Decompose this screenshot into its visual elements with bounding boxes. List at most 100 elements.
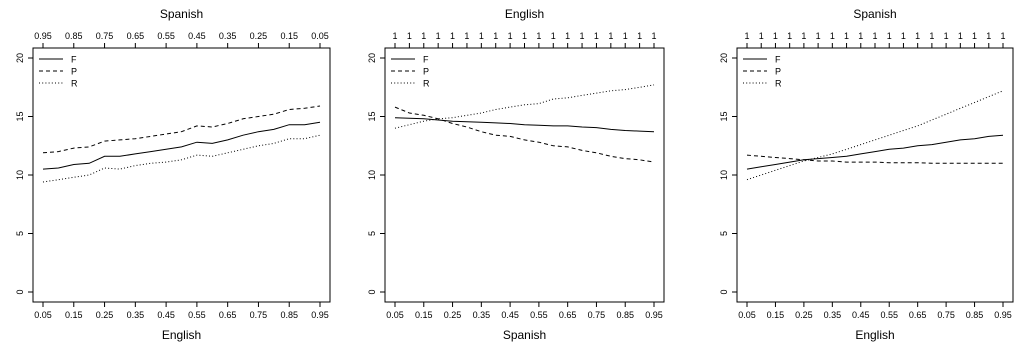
top-tick-label: 1 bbox=[844, 31, 849, 41]
x-axis-label: English bbox=[855, 328, 894, 342]
y-tick-label: 5 bbox=[367, 231, 377, 236]
legend-label: F bbox=[71, 55, 77, 65]
top-tick-label: 1 bbox=[901, 31, 906, 41]
legend-label: P bbox=[775, 67, 781, 77]
top-tick-label: 1 bbox=[479, 31, 484, 41]
x-tick-label: 0.35 bbox=[824, 310, 842, 320]
top-tick-label: 1 bbox=[830, 31, 835, 41]
x-tick-label: 0.85 bbox=[616, 310, 634, 320]
top-tick-label: 1 bbox=[972, 31, 977, 41]
y-tick-label: 10 bbox=[15, 170, 25, 180]
top-tick-label: 1 bbox=[744, 31, 749, 41]
top-tick-label: 0.25 bbox=[250, 31, 268, 41]
x-tick-label: 0.45 bbox=[852, 310, 870, 320]
y-tick-label: 15 bbox=[719, 111, 729, 121]
top-tick-label: 1 bbox=[858, 31, 863, 41]
panel-1: Spanish English 0.05 0.15 0.25 0.35 0.45 0.55 0.… bbox=[15, 7, 331, 342]
y-tick-label: 15 bbox=[15, 111, 25, 121]
y-tick-label: 20 bbox=[367, 53, 377, 63]
series-line-F bbox=[746, 134, 1004, 170]
y-tick-label: 15 bbox=[367, 111, 377, 121]
top-tick-label: 1 bbox=[450, 31, 455, 41]
y-tick-label: 20 bbox=[15, 53, 25, 63]
x-tick-label: 0.05 bbox=[738, 310, 756, 320]
series-line-F bbox=[42, 121, 321, 170]
chart-title: English bbox=[505, 7, 544, 21]
top-tick-label: 1 bbox=[944, 31, 949, 41]
series-line-R bbox=[42, 134, 321, 183]
x-tick-label: 0.55 bbox=[188, 310, 206, 320]
series-line-P bbox=[394, 106, 655, 163]
series-line-P bbox=[746, 154, 1003, 164]
legend: FPR bbox=[743, 55, 782, 89]
legend: FPR bbox=[391, 55, 430, 89]
x-tick-label: 0.15 bbox=[65, 310, 83, 320]
legend-label: R bbox=[775, 79, 782, 89]
series-line-R bbox=[746, 90, 1004, 181]
legend-label: F bbox=[775, 55, 781, 65]
top-tick-label: 1 bbox=[887, 31, 892, 41]
top-tick-label: 1 bbox=[816, 31, 821, 41]
y-tick-label: 20 bbox=[719, 53, 729, 63]
panel-3: Spanish English 0.05 0.15 0.25 0.35 0.45 0.55 0.… bbox=[719, 7, 1014, 342]
top-tick-label: 1 bbox=[651, 31, 656, 41]
top-tick-label: 1 bbox=[522, 31, 527, 41]
top-tick-label: 1 bbox=[929, 31, 934, 41]
top-tick-label: 0.75 bbox=[96, 31, 114, 41]
x-tick-label: 0.35 bbox=[127, 310, 145, 320]
x-tick-label: 0.35 bbox=[473, 310, 491, 320]
top-tick-label: 1 bbox=[637, 31, 642, 41]
top-tick-label: 1 bbox=[580, 31, 585, 41]
top-tick-label: 1 bbox=[958, 31, 963, 41]
top-tick-label: 1 bbox=[759, 31, 764, 41]
top-tick-label: 1 bbox=[986, 31, 991, 41]
top-tick-label: 1 bbox=[608, 31, 613, 41]
x-tick-label: 0.15 bbox=[767, 310, 785, 320]
x-tick-label: 0.55 bbox=[530, 310, 548, 320]
top-tick-label: 1 bbox=[787, 31, 792, 41]
x-tick-label: 0.95 bbox=[645, 310, 663, 320]
y-tick-label: 0 bbox=[367, 289, 377, 294]
top-tick-label: 1 bbox=[872, 31, 877, 41]
top-tick-label: 1 bbox=[508, 31, 513, 41]
x-tick-label: 0.45 bbox=[157, 310, 175, 320]
top-tick-label: 0.65 bbox=[127, 31, 145, 41]
x-tick-label: 0.65 bbox=[559, 310, 577, 320]
top-tick-label: 1 bbox=[392, 31, 397, 41]
legend-label: R bbox=[423, 79, 430, 89]
plot-frame bbox=[32, 47, 331, 303]
top-tick-label: 0.45 bbox=[188, 31, 206, 41]
legend-label: R bbox=[71, 79, 78, 89]
top-tick-label: 1 bbox=[536, 31, 541, 41]
y-tick-label: 0 bbox=[719, 289, 729, 294]
legend-label: F bbox=[423, 55, 429, 65]
x-tick-label: 0.25 bbox=[795, 310, 813, 320]
x-tick-label: 0.05 bbox=[386, 310, 404, 320]
top-tick-label: 1 bbox=[493, 31, 498, 41]
y-tick-label: 10 bbox=[367, 170, 377, 180]
x-axis-label: English bbox=[162, 328, 201, 342]
top-tick-label: 0.15 bbox=[280, 31, 298, 41]
series-line-R bbox=[394, 84, 655, 129]
top-tick-label: 1 bbox=[801, 31, 806, 41]
top-tick-label: 1 bbox=[623, 31, 628, 41]
y-tick-label: 5 bbox=[15, 231, 25, 236]
x-tick-label: 0.95 bbox=[994, 310, 1012, 320]
chart-title: Spanish bbox=[853, 7, 896, 21]
top-tick-label: 0.85 bbox=[65, 31, 83, 41]
x-tick-label: 0.65 bbox=[219, 310, 237, 320]
top-tick-label: 0.95 bbox=[34, 31, 52, 41]
y-tick-label: 5 bbox=[719, 231, 729, 236]
series-line-F bbox=[394, 117, 655, 133]
x-tick-label: 0.25 bbox=[96, 310, 114, 320]
x-tick-label: 0.05 bbox=[34, 310, 52, 320]
top-tick-label: 1 bbox=[551, 31, 556, 41]
top-tick-label: 1 bbox=[464, 31, 469, 41]
top-tick-label: 1 bbox=[407, 31, 412, 41]
x-tick-label: 0.85 bbox=[280, 310, 298, 320]
x-tick-label: 0.45 bbox=[501, 310, 519, 320]
x-tick-label: 0.75 bbox=[588, 310, 606, 320]
x-tick-label: 0.15 bbox=[415, 310, 433, 320]
top-tick-label: 1 bbox=[565, 31, 570, 41]
x-tick-label: 0.65 bbox=[909, 310, 927, 320]
